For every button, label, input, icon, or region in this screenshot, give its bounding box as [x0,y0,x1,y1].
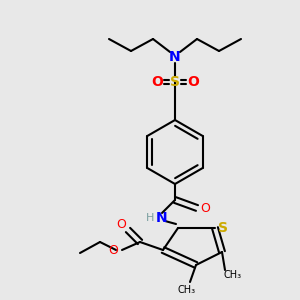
Text: N: N [156,211,168,225]
Text: S: S [170,75,180,89]
Text: N: N [169,50,181,64]
Text: O: O [116,218,126,232]
Text: S: S [218,221,228,235]
Text: H: H [146,213,154,223]
Text: O: O [151,75,163,89]
Text: O: O [108,244,118,256]
Text: CH₃: CH₃ [178,285,196,295]
Text: CH₃: CH₃ [224,270,242,280]
Text: O: O [200,202,210,214]
Text: O: O [187,75,199,89]
